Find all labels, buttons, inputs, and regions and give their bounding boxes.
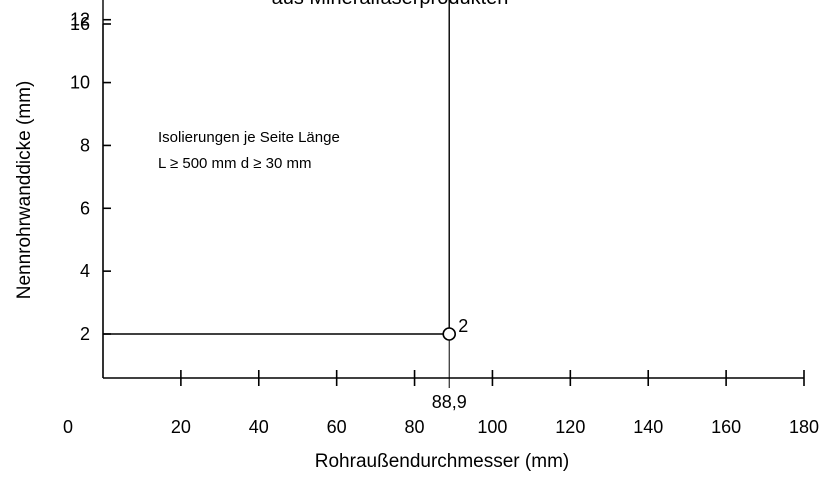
x-tick-label: 100 (477, 417, 507, 437)
x-tick-label: 60 (327, 417, 347, 437)
tick-labels: 02040608010012014016018024681012141688,9 (63, 10, 819, 437)
x-tick-label: 180 (789, 417, 819, 437)
annotation-line-2: L ≥ 500 mm d ≥ 30 mm (158, 155, 311, 172)
markers: 14,214,22 (442, 316, 468, 341)
y-tick-label: 2 (80, 324, 90, 344)
x-tick-label: 160 (711, 417, 741, 437)
data-point-label: 2 (458, 316, 468, 336)
data-point-marker (442, 327, 457, 341)
x-axis-label: Rohraußendurchmesser (mm) (315, 451, 569, 472)
chart-title: aus Mineralfaserprodukten (272, 0, 509, 9)
y-tick-label: 10 (70, 73, 90, 93)
x-tick-label: 140 (633, 417, 663, 437)
axes (102, 24, 804, 379)
x-tick-label: 80 (405, 417, 425, 437)
y-tick-label: 8 (80, 135, 90, 155)
x-tick-label: 40 (249, 417, 269, 437)
tick-marks (103, 18, 805, 386)
x-tick-label: 0 (63, 417, 73, 437)
y-tick-label: 16 (70, 14, 90, 34)
y-tick-label: 12 (70, 10, 90, 30)
x-marker-label: 88,9 (432, 392, 467, 412)
y-tick-label: 4 (80, 261, 90, 281)
series-lines (102, 0, 450, 388)
y-tick-label: 6 (80, 198, 90, 218)
x-tick-label: 120 (555, 417, 585, 437)
y-axis-label: Nennrohrwanddicke (mm) (14, 81, 35, 300)
series-line (102, 0, 450, 335)
x-tick-label: 20 (171, 417, 191, 437)
annotation-line-1: Isolierungen je Seite Länge (158, 129, 340, 146)
